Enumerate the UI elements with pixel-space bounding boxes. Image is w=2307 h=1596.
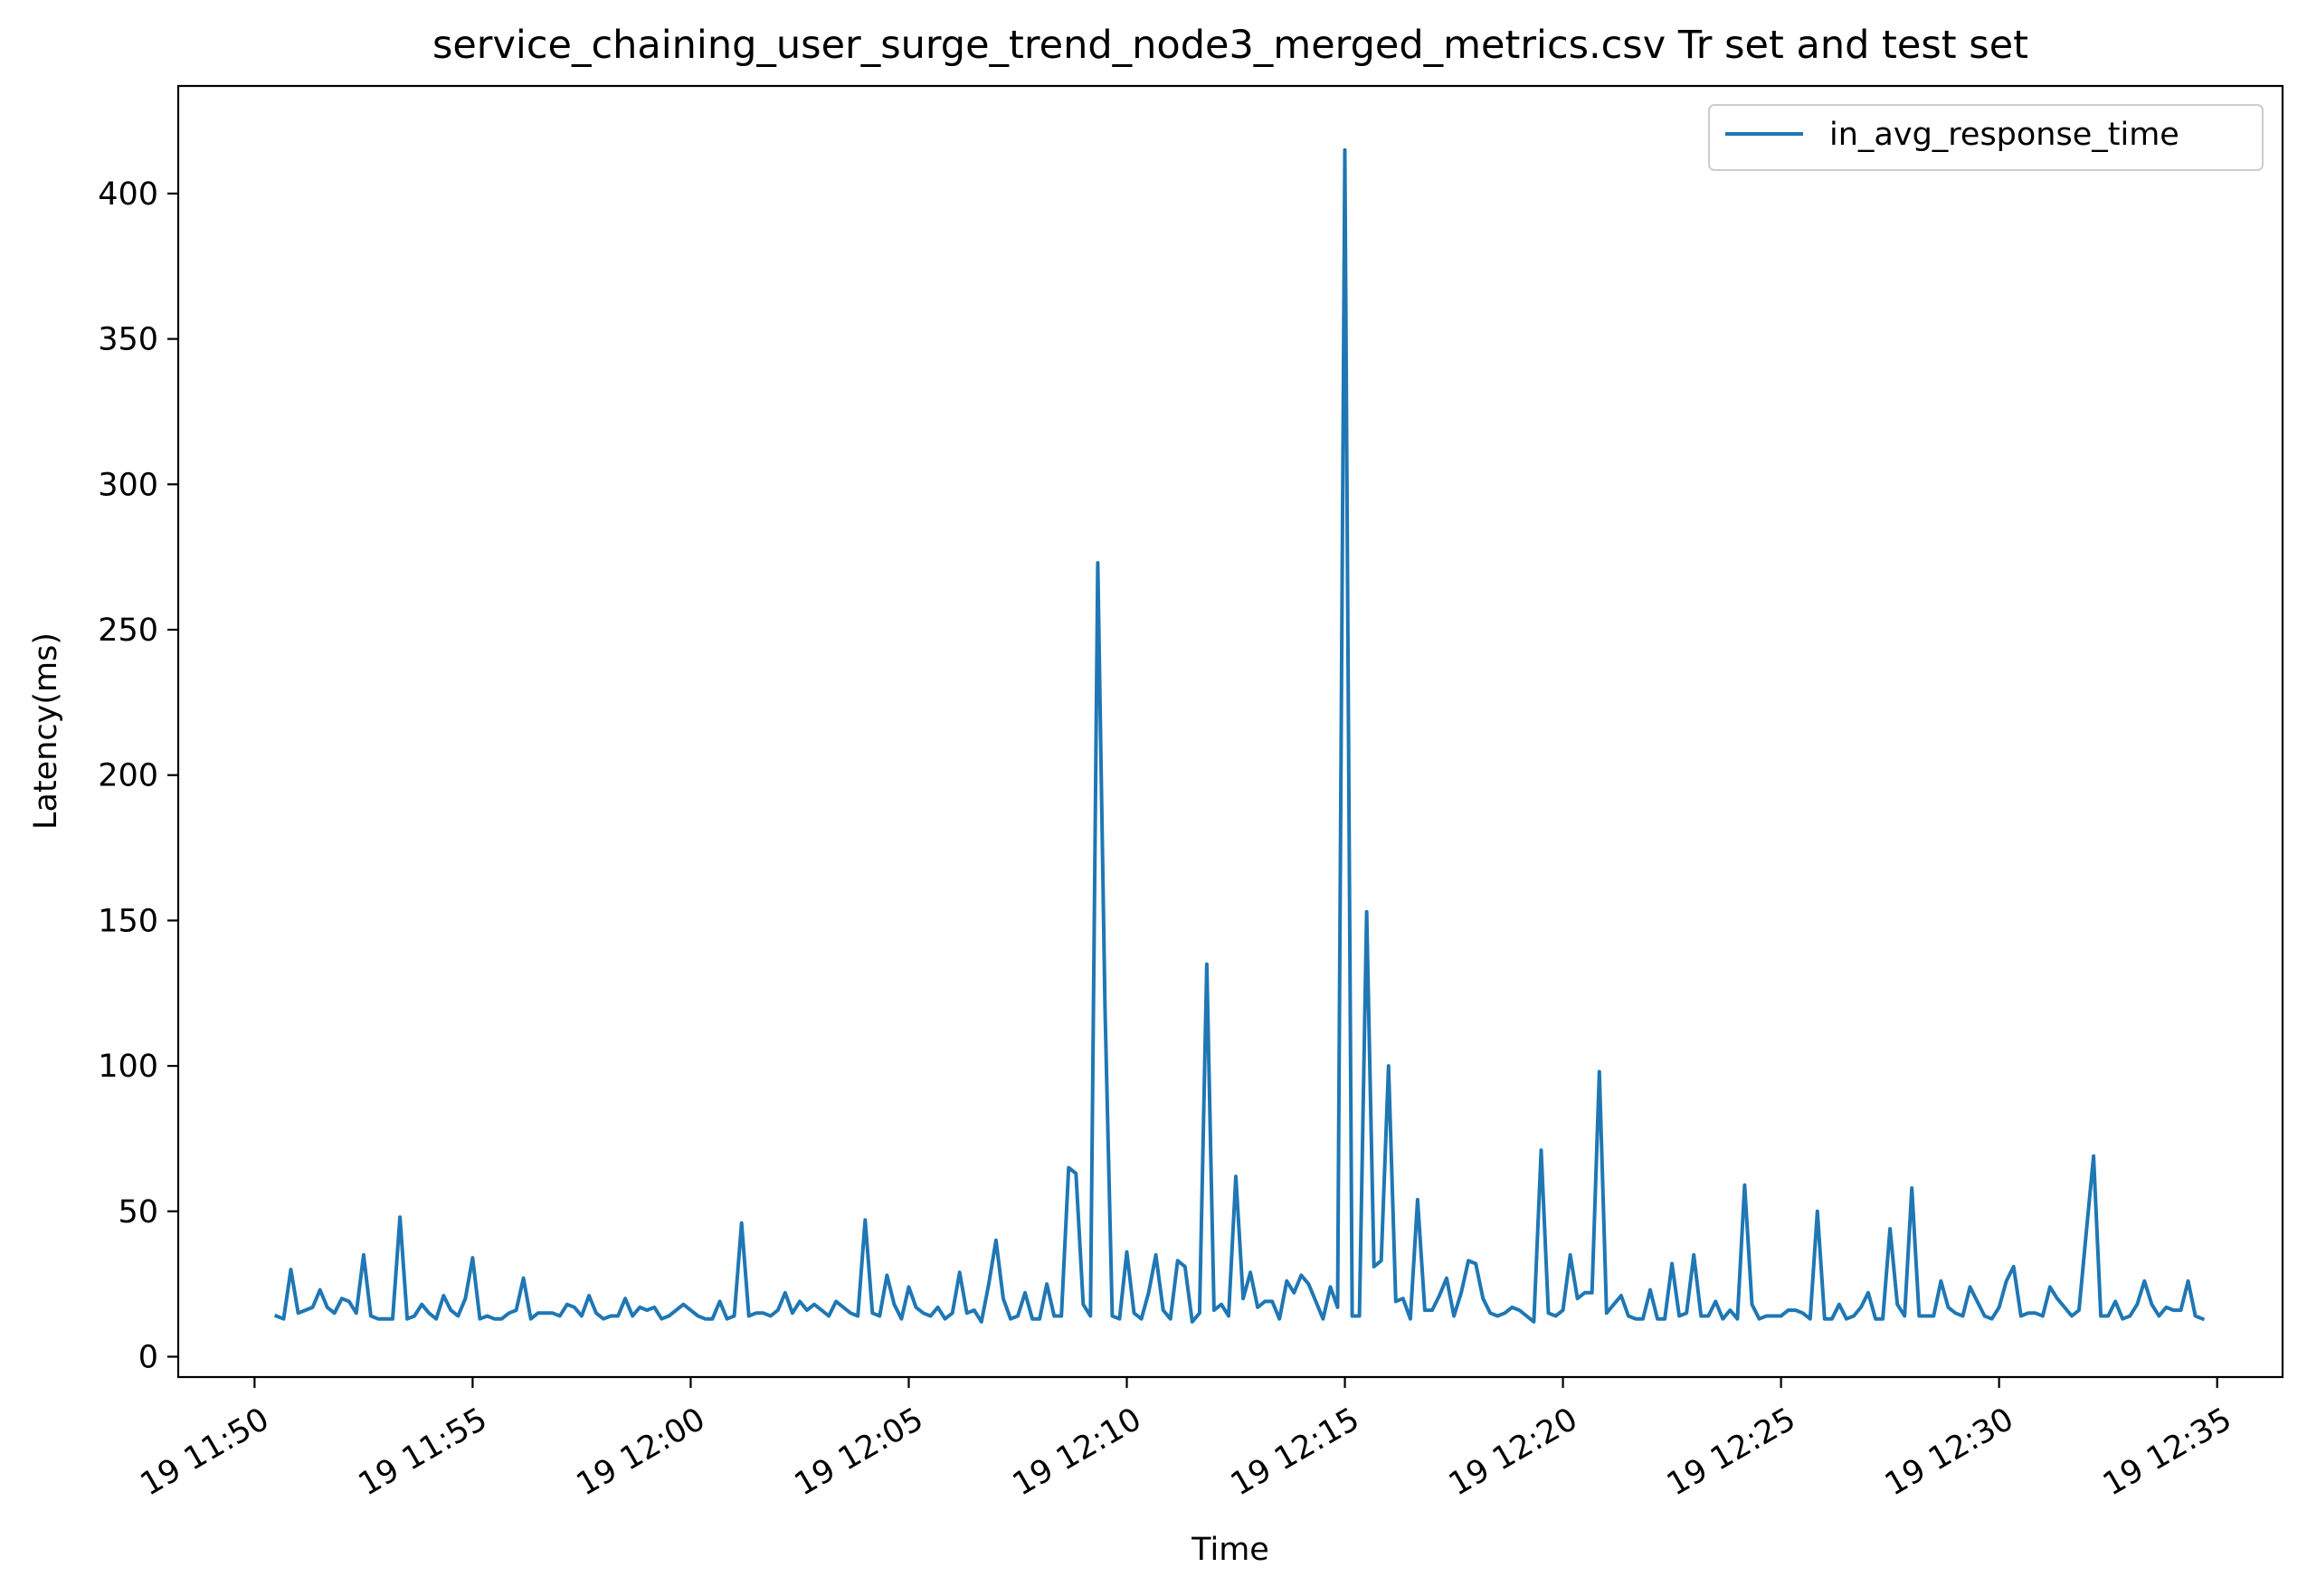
legend-label: in_avg_response_time	[1829, 117, 2179, 153]
chart-title: service_chaining_user_surge_trend_node3_…	[432, 23, 2028, 68]
y-tick-label: 300	[98, 467, 158, 503]
x-axis-label: Time	[1191, 1532, 1269, 1568]
y-tick-label: 400	[98, 176, 158, 213]
y-tick-label: 50	[118, 1194, 158, 1230]
y-axis: 0 50 100 150 200 250 300 350 400	[98, 176, 178, 1376]
y-tick-label: 250	[98, 613, 158, 649]
plot-frame	[176, 84, 2284, 1379]
y-axis-label: Latency(ms)	[28, 632, 64, 830]
y-tick-label: 150	[98, 903, 158, 939]
y-tick-label: 200	[98, 758, 158, 794]
legend-box	[1708, 104, 2264, 171]
legend: in_avg_response_time	[1708, 104, 2264, 171]
y-tick-label: 100	[98, 1049, 158, 1085]
y-tick-label: 0	[138, 1340, 158, 1376]
plot-area	[176, 84, 2284, 1379]
y-tick-label: 350	[98, 322, 158, 358]
series-line	[273, 147, 2206, 1324]
